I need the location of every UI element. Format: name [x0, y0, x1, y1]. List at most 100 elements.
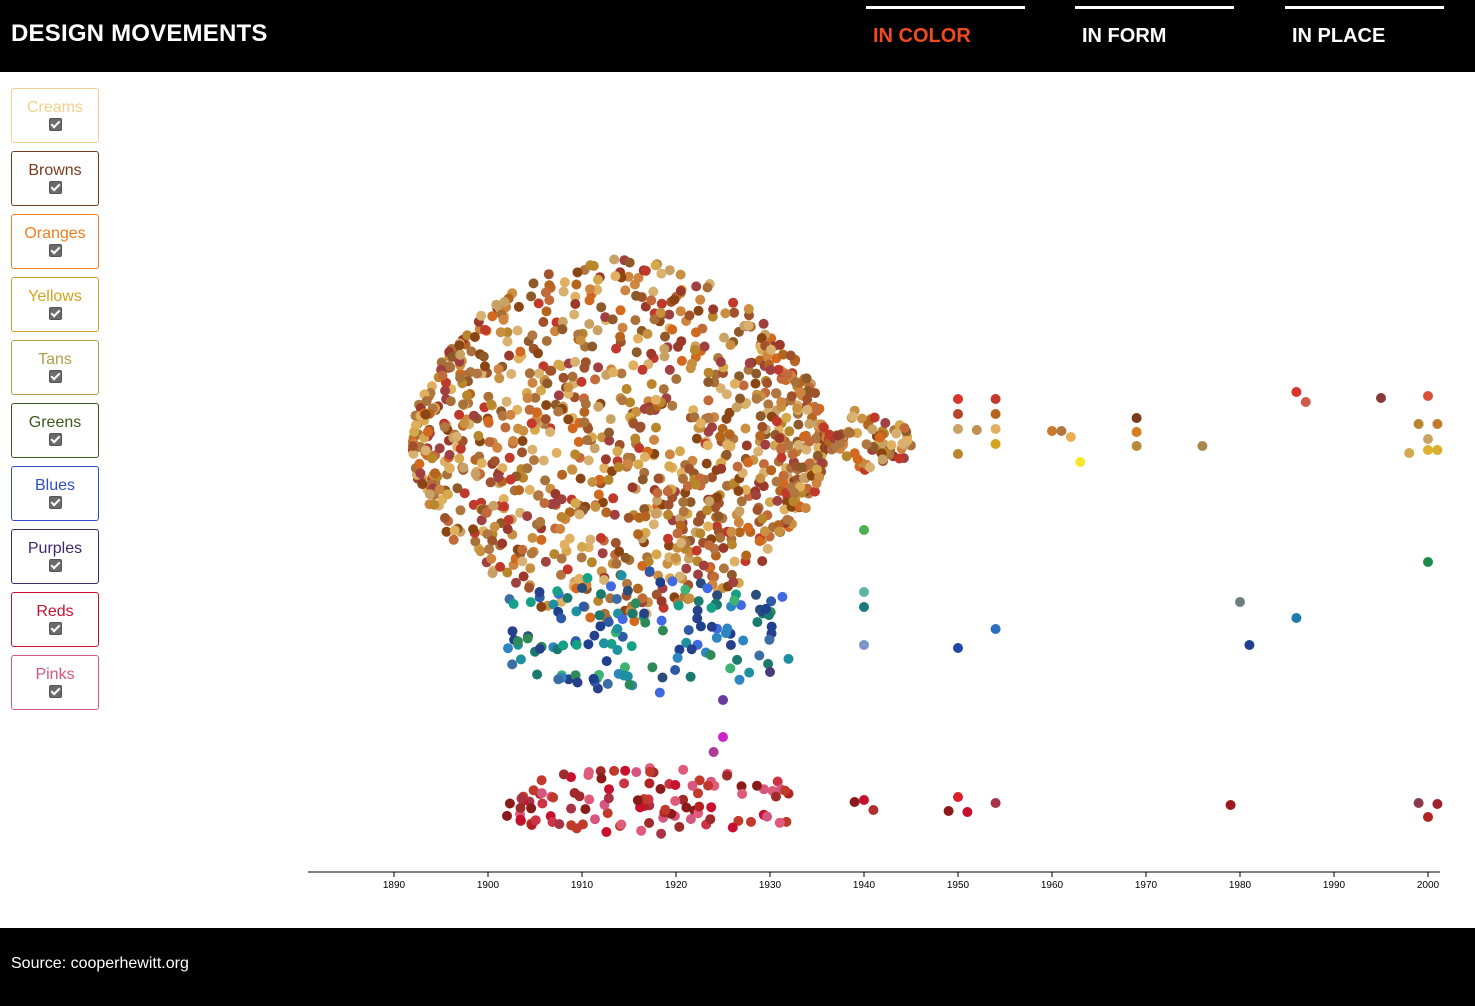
artifact-dot[interactable] [655, 307, 666, 318]
artifact-dot[interactable] [515, 814, 526, 825]
artifact-dot[interactable] [499, 501, 509, 512]
artifact-dot[interactable] [472, 368, 483, 379]
artifact-dot[interactable] [687, 780, 698, 791]
artifact-dot[interactable] [594, 610, 605, 621]
artifact-dot[interactable] [499, 297, 510, 307]
artifact-dot[interactable] [535, 516, 546, 527]
artifact-dot[interactable] [630, 315, 641, 326]
artifact-dot[interactable] [675, 269, 686, 280]
artifact-dot[interactable] [462, 390, 472, 401]
artifact-dot[interactable] [691, 281, 702, 292]
artifact-dot[interactable] [606, 638, 617, 649]
artifact-dot[interactable] [596, 302, 607, 313]
artifact-dot[interactable] [571, 639, 582, 650]
artifact-dot[interactable] [637, 474, 648, 485]
artifact-dot[interactable] [678, 764, 689, 775]
artifact-dot[interactable] [1291, 613, 1302, 623]
artifact-dot[interactable] [494, 373, 505, 384]
artifact-dot[interactable] [486, 553, 497, 564]
artifact-dot[interactable] [781, 412, 792, 423]
artifact-dot[interactable] [549, 549, 560, 560]
artifact-dot[interactable] [541, 336, 552, 346]
artifact-dot[interactable] [773, 364, 784, 375]
artifact-dot[interactable] [782, 369, 793, 380]
artifact-dot[interactable] [562, 593, 573, 603]
artifact-dot[interactable] [852, 428, 863, 439]
artifact-dot[interactable] [540, 414, 551, 425]
artifact-dot[interactable] [540, 287, 551, 298]
artifact-dot[interactable] [844, 427, 854, 438]
artifact-dot[interactable] [616, 819, 627, 830]
artifact-dot[interactable] [623, 458, 634, 469]
artifact-dot[interactable] [732, 461, 743, 472]
artifact-dot[interactable] [491, 299, 502, 310]
artifact-dot[interactable] [546, 365, 557, 376]
artifact-dot[interactable] [624, 257, 635, 268]
artifact-dot[interactable] [693, 569, 703, 580]
artifact-dot[interactable] [859, 587, 869, 597]
artifact-dot[interactable] [859, 525, 869, 535]
artifact-dot[interactable] [682, 481, 693, 492]
artifact-dot[interactable] [532, 669, 543, 680]
artifact-dot[interactable] [754, 536, 765, 547]
artifact-dot[interactable] [526, 803, 537, 814]
artifact-dot[interactable] [962, 807, 973, 817]
artifact-dot[interactable] [743, 457, 753, 468]
artifact-dot[interactable] [469, 332, 480, 342]
artifact-dot[interactable] [475, 546, 486, 557]
artifact-dot[interactable] [719, 332, 729, 343]
artifact-dot[interactable] [530, 392, 541, 403]
artifact-dot[interactable] [678, 506, 689, 517]
artifact-dot[interactable] [598, 638, 609, 649]
artifact-dot[interactable] [444, 449, 455, 460]
artifact-dot[interactable] [715, 383, 726, 394]
artifact-dot[interactable] [576, 552, 587, 563]
artifact-dot[interactable] [569, 309, 580, 320]
artifact-dot[interactable] [691, 545, 702, 556]
artifact-dot[interactable] [632, 583, 643, 594]
artifact-dot[interactable] [409, 426, 420, 437]
artifact-dot[interactable] [812, 405, 823, 416]
artifact-dot[interactable] [760, 603, 771, 614]
artifact-dot[interactable] [1056, 426, 1067, 436]
artifact-dot[interactable] [722, 770, 732, 781]
artifact-dot[interactable] [691, 433, 702, 444]
artifact-dot[interactable] [953, 394, 963, 404]
artifact-dot[interactable] [515, 346, 526, 357]
artifact-dot[interactable] [1131, 427, 1142, 437]
artifact-dot[interactable] [771, 791, 781, 802]
artifact-dot[interactable] [513, 301, 524, 312]
artifact-dot[interactable] [577, 541, 587, 552]
artifact-dot[interactable] [702, 505, 713, 516]
artifact-dot[interactable] [664, 461, 675, 472]
artifact-dot[interactable] [550, 498, 561, 509]
artifact-dot[interactable] [495, 327, 506, 338]
artifact-dot[interactable] [683, 625, 694, 636]
artifact-dot[interactable] [670, 796, 681, 806]
artifact-dot[interactable] [492, 442, 503, 453]
artifact-dot[interactable] [512, 636, 523, 647]
artifact-dot[interactable] [592, 274, 603, 285]
artifact-dot[interactable] [689, 345, 700, 355]
artifact-dot[interactable] [729, 307, 740, 318]
artifact-dot[interactable] [804, 418, 815, 429]
artifact-dot[interactable] [559, 539, 570, 550]
artifact-dot[interactable] [559, 277, 570, 288]
artifact-dot[interactable] [645, 766, 656, 777]
artifact-dot[interactable] [578, 601, 589, 612]
filter-checkbox[interactable] [49, 433, 62, 446]
artifact-dot[interactable] [971, 425, 982, 435]
artifact-dot[interactable] [680, 584, 691, 595]
artifact-dot[interactable] [653, 473, 664, 484]
artifact-dot[interactable] [518, 425, 529, 436]
artifact-dot[interactable] [790, 377, 801, 388]
artifact-dot[interactable] [586, 557, 597, 568]
artifact-dot[interactable] [556, 553, 567, 564]
artifact-dot[interactable] [990, 409, 1001, 419]
artifact-dot[interactable] [567, 371, 578, 382]
artifact-dot[interactable] [500, 422, 511, 433]
artifact-dot[interactable] [476, 310, 487, 321]
artifact-dot[interactable] [859, 640, 869, 650]
artifact-dot[interactable] [517, 447, 527, 458]
artifact-dot[interactable] [755, 411, 766, 422]
